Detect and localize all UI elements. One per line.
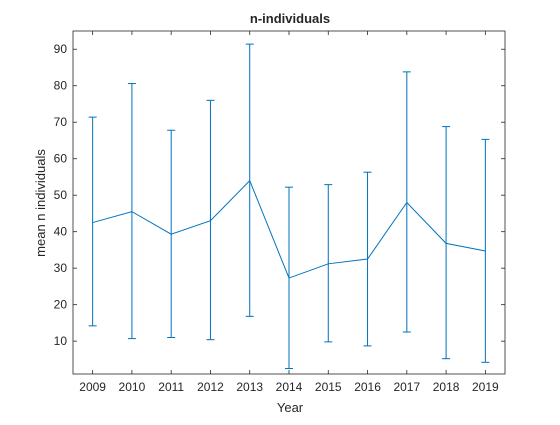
y-axis-label: mean n individuals — [33, 149, 48, 257]
y-tick-label: 80 — [54, 79, 68, 93]
y-tick-label: 40 — [54, 225, 68, 239]
x-tick-label: 2009 — [79, 380, 106, 394]
x-tick-label: 2014 — [276, 380, 303, 394]
y-tick-label: 20 — [54, 298, 68, 312]
x-axis-label: Year — [277, 400, 304, 415]
y-tick-label: 50 — [54, 188, 68, 202]
y-tick-label: 10 — [54, 334, 68, 348]
x-tick-label: 2012 — [197, 380, 224, 394]
y-tick-label: 60 — [54, 152, 68, 166]
x-tick-label: 2015 — [315, 380, 342, 394]
x-tick-label: 2017 — [393, 380, 420, 394]
y-tick-label: 90 — [54, 42, 68, 56]
x-tick-label: 2019 — [472, 380, 499, 394]
series-line — [92, 179, 486, 279]
chart-title: n-individuals — [250, 11, 330, 26]
y-tick-label: 30 — [54, 261, 68, 275]
x-tick-label: 2018 — [433, 380, 460, 394]
y-tick-label: 70 — [54, 115, 68, 129]
x-tick-label: 2010 — [119, 380, 146, 394]
x-tick-label: 2016 — [354, 380, 381, 394]
x-tick-label: 2011 — [158, 380, 184, 394]
x-tick-label: 2013 — [236, 380, 263, 394]
